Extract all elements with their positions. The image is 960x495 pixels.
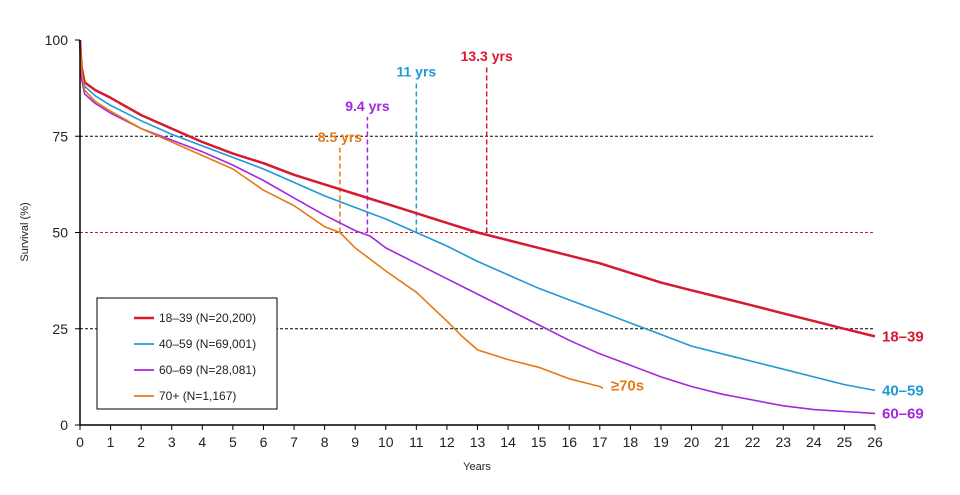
y-tick-label: 0: [60, 417, 68, 433]
series-end-label: ≥70s: [611, 377, 644, 394]
x-tick-label: 2: [137, 434, 145, 450]
x-tick-label: 22: [745, 434, 761, 450]
median-label: 8.5 yrs: [318, 129, 363, 145]
series-end-label: 40–59: [882, 382, 924, 399]
legend-label: 70+ (N=1,167): [159, 389, 236, 403]
y-tick-label: 25: [52, 321, 68, 337]
median-label: 9.4 yrs: [345, 98, 390, 114]
x-tick-label: 17: [592, 434, 608, 450]
x-tick-label: 15: [531, 434, 547, 450]
series-line: [79, 39, 604, 390]
x-axis-ticks: 0 1 2 3 4 5 6 7 8 9 10 11 12 13 14 15 16 17 18 19 20 21 22 23 24…: [76, 425, 883, 450]
x-tick-label: 9: [351, 434, 359, 450]
x-tick-label: 3: [168, 434, 176, 450]
series-line: [78, 39, 876, 338]
legend-label: 18–39 (N=20,200): [159, 311, 256, 325]
x-axis-title: Years: [463, 461, 491, 473]
x-tick-label: 0: [76, 434, 84, 450]
x-tick-label: 12: [439, 434, 455, 450]
y-axis-ticks: 0 25 50 75 100: [45, 32, 80, 433]
x-tick-label: 10: [378, 434, 394, 450]
median-label: 13.3 yrs: [461, 48, 513, 64]
series-line: [79, 39, 876, 392]
x-tick-label: 24: [806, 434, 822, 450]
legend-box: [96, 297, 278, 410]
x-tick-label: 26: [867, 434, 883, 450]
x-tick-label: 19: [653, 434, 669, 450]
series-end-labels: 18–39 40–59 60–69 ≥70s: [611, 328, 924, 422]
median-labels: 8.5 yrs 9.4 yrs 11 yrs 13.3 yrs: [318, 48, 513, 145]
x-tick-label: 6: [260, 434, 268, 450]
x-tick-label: 8: [321, 434, 329, 450]
x-tick-label: 13: [470, 434, 486, 450]
x-tick-label: 5: [229, 434, 237, 450]
x-tick-label: 20: [684, 434, 700, 450]
x-tick-label: 4: [198, 434, 206, 450]
legend: 18–39 (N=20,200) 40–59 (N=69,001) 60–69 (N…: [96, 297, 278, 410]
series-end-label: 60–69: [882, 405, 924, 422]
legend-label: 60–69 (N=28,081): [159, 363, 256, 377]
x-tick-label: 25: [837, 434, 853, 450]
y-axis-title: Survival (%): [19, 202, 31, 261]
legend-label: 40–59 (N=69,001): [159, 337, 256, 351]
x-tick-label: 7: [290, 434, 298, 450]
x-tick-label: 11: [409, 434, 424, 450]
series-end-label: 18–39: [882, 328, 924, 345]
x-tick-label: 23: [775, 434, 791, 450]
median-label: 11 yrs: [396, 63, 436, 79]
y-tick-label: 50: [52, 225, 68, 241]
x-tick-label: 14: [500, 434, 516, 450]
y-tick-label: 75: [52, 128, 68, 144]
series-lines: [78, 39, 876, 415]
x-tick-label: 1: [107, 434, 115, 450]
y-tick-label: 100: [45, 32, 69, 48]
x-tick-label: 16: [561, 434, 577, 450]
median-marker-lines: [339, 66, 488, 233]
x-tick-label: 18: [623, 434, 639, 450]
x-tick-label: 21: [714, 434, 730, 450]
